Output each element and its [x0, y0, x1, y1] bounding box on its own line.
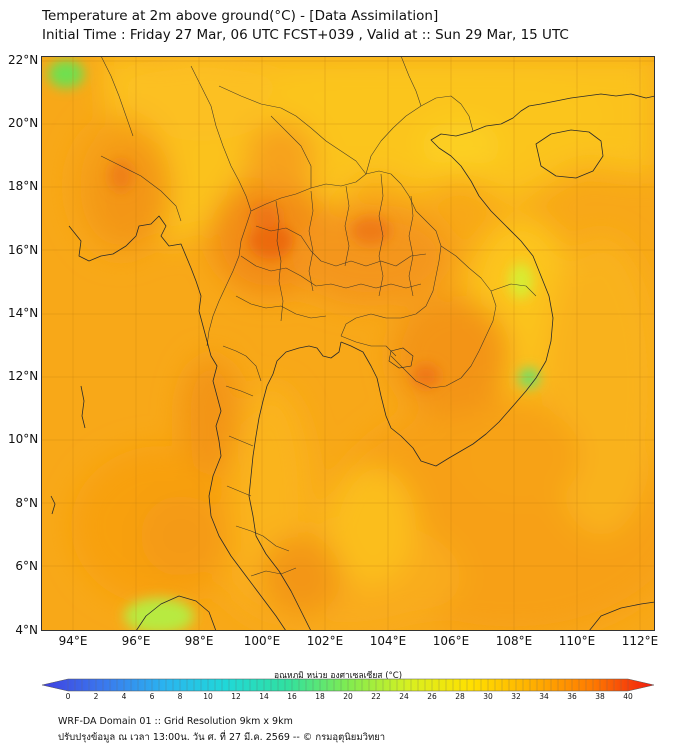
lat-label-8n: 8°N — [15, 496, 38, 510]
footer-domain-info: WRF-DA Domain 01 :: Grid Resolution 9km … — [58, 716, 293, 727]
lon-label-104e: 104°E — [369, 634, 407, 648]
map-subtitle: Initial Time : Friday 27 Mar, 06 UTC FCS… — [42, 27, 569, 43]
lat-label-6n: 6°N — [15, 559, 38, 573]
lat-label-18n: 18°N — [8, 179, 39, 193]
colorbar-tick-label: 14 — [259, 692, 269, 701]
lat-label-20n: 20°N — [8, 116, 39, 130]
colorbar-tick-label: 20 — [343, 692, 353, 701]
footer-update-info: ปรับปรุงข้อมูล ณ เวลา 13:00น. วัน ศ. ที่… — [58, 732, 386, 743]
colorbar-tick-label: 38 — [595, 692, 605, 701]
cool-spots — [48, 60, 539, 631]
tonle-sap-lake — [388, 347, 414, 369]
lon-label-110e: 110°E — [558, 634, 596, 648]
colorbar-tick-label: 8 — [177, 692, 183, 701]
colorbar-tick-label: 32 — [511, 692, 521, 701]
colorbar-title: อุณหภูมิ หน่วย องศาเซลเซียส (°C) — [273, 671, 403, 681]
borders — [100, 56, 537, 577]
lat-label-10n: 10°N — [8, 432, 39, 446]
colorbar-tick-label: 4 — [121, 692, 127, 701]
lat-label-22n: 22°N — [8, 53, 39, 67]
map-title: Temperature at 2m above ground(°C) - [Da… — [42, 8, 439, 24]
colorbar-tick-label: 16 — [287, 692, 297, 701]
lat-label-16n: 16°N — [8, 243, 39, 257]
lon-label-98e: 98°E — [184, 634, 214, 648]
lon-label-100e: 100°E — [243, 634, 281, 648]
colorbar-tick-label: 26 — [427, 692, 437, 701]
colorbar-tick-label: 28 — [455, 692, 465, 701]
lat-label-12n: 12°N — [8, 369, 39, 383]
graticule — [41, 56, 655, 631]
colorbar-tick-label: 36 — [567, 692, 577, 701]
lon-label-102e: 102°E — [306, 634, 344, 648]
colorbar-tick-label: 24 — [399, 692, 409, 701]
colorbar-tick-label: 6 — [149, 692, 155, 701]
lon-label-112e: 112°E — [621, 634, 659, 648]
lat-label-4n: 4°N — [15, 623, 38, 637]
coastlines — [50, 93, 655, 631]
colorbar-tick-label: 22 — [371, 692, 381, 701]
lon-label-94e: 94°E — [58, 634, 88, 648]
colorbar-tick-label: 2 — [93, 692, 99, 701]
lon-label-106e: 106°E — [432, 634, 470, 648]
temperature-map — [41, 56, 655, 631]
colorbar — [41, 678, 655, 692]
colorbar-tick-label: 10 — [203, 692, 213, 701]
map-frame — [41, 56, 655, 631]
lon-label-96e: 96°E — [121, 634, 151, 648]
colorbar-tick-label: 40 — [623, 692, 633, 701]
colorbar-tick-label: 30 — [483, 692, 493, 701]
lat-label-14n: 14°N — [8, 306, 39, 320]
colorbar-tick-label: 12 — [231, 692, 241, 701]
colorbar-tick-label: 34 — [539, 692, 549, 701]
lon-label-108e: 108°E — [495, 634, 533, 648]
colorbar-tick-label: 18 — [315, 692, 325, 701]
colorbar-tick-label: 0 — [65, 692, 71, 701]
